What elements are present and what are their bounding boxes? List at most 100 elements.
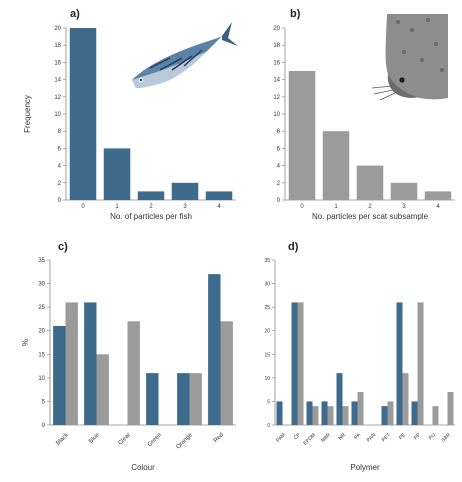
x-tick-label: PET xyxy=(381,432,392,443)
bar-red-series-1 xyxy=(208,274,221,425)
y-tick-label: 10 xyxy=(264,376,270,382)
x-tick-label: Green xyxy=(147,432,163,448)
panel-label: c) xyxy=(58,241,68,253)
y-tick-label: 15 xyxy=(38,352,45,358)
bar-orange-series-2 xyxy=(189,373,202,425)
bar-sbr-series-2 xyxy=(447,392,454,425)
bar-1 xyxy=(322,131,350,200)
x-tick-label: 1 xyxy=(115,204,119,210)
bar-3 xyxy=(171,182,199,200)
y-tick-label: 5 xyxy=(42,399,46,405)
bar-nr-series-2 xyxy=(342,406,349,425)
y-tick-label: 12 xyxy=(273,95,280,101)
x-tick-label: Clear xyxy=(118,432,132,446)
bar-pe-series-2 xyxy=(402,373,409,425)
bar-0 xyxy=(288,71,316,200)
y-tick-label: 14 xyxy=(273,78,280,84)
bar-green-series-1 xyxy=(146,373,159,425)
bar-cp-series-2 xyxy=(297,302,304,425)
x-tick-label: NR xyxy=(338,432,348,442)
bar-blue-series-2 xyxy=(96,354,109,425)
x-tick-label: 4 xyxy=(436,204,440,210)
bar-pp-series-1 xyxy=(411,401,418,425)
x-tick-label: Black xyxy=(55,431,70,446)
x-tick-label: PU xyxy=(428,432,437,441)
y-tick-label: 8 xyxy=(58,129,62,135)
y-tick-label: 15 xyxy=(264,352,270,358)
y-tick-label: 35 xyxy=(38,258,45,264)
mackerel-illustration xyxy=(132,22,238,88)
bar-nbr-series-1 xyxy=(321,401,328,425)
x-tick-label: PP xyxy=(413,432,422,441)
bar-pe-series-1 xyxy=(396,302,403,425)
y-tick-label: 35 xyxy=(264,258,270,264)
y-tick-label: 2 xyxy=(58,181,62,187)
bar-pp-series-2 xyxy=(417,302,424,425)
x-tick-label: Red xyxy=(213,432,225,444)
panel-label: d) xyxy=(288,241,299,253)
bar-orange-series-1 xyxy=(177,373,190,425)
bar-0 xyxy=(69,28,97,200)
bar-epdm-series-2 xyxy=(312,406,319,425)
bar-pa-series-1 xyxy=(351,401,358,425)
bar-4 xyxy=(205,191,233,200)
y-tick-label: 6 xyxy=(277,146,281,152)
seal-illustration xyxy=(371,14,448,101)
panel-label: a) xyxy=(70,8,80,20)
bar-nr-series-1 xyxy=(336,373,343,425)
x-tick-label: PAN xyxy=(366,432,378,444)
bar-pam-series-1 xyxy=(276,401,283,425)
y-axis-title: Frequency xyxy=(23,95,32,133)
y-tick-label: 30 xyxy=(38,282,45,288)
x-tick-label: 0 xyxy=(81,204,85,210)
y-tick-label: 14 xyxy=(54,78,61,84)
x-tick-label: 4 xyxy=(217,204,221,210)
y-tick-label: 16 xyxy=(54,60,61,66)
bar-blue-series-1 xyxy=(84,302,97,425)
chart-panel-c: c) 0 5 10 15 20 25 30 35 Black Blue Clear Green Orang… xyxy=(21,241,236,472)
panel-label: b) xyxy=(290,8,301,20)
x-tick-label: 2 xyxy=(368,204,372,210)
y-axis-title: % xyxy=(21,339,30,346)
y-tick-label: 18 xyxy=(54,43,61,49)
y-tick-label: 18 xyxy=(273,43,280,49)
y-tick-label: 8 xyxy=(277,129,281,135)
bar-black-series-1 xyxy=(53,326,66,425)
bar-pet-series-1 xyxy=(381,406,388,425)
y-tick-label: 5 xyxy=(267,399,270,405)
x-tick-label: NBR xyxy=(320,432,332,444)
bar-epdm-series-1 xyxy=(306,401,313,425)
y-tick-label: 25 xyxy=(264,305,270,311)
y-tick-label: 20 xyxy=(273,26,280,32)
y-tick-label: 20 xyxy=(54,26,61,32)
x-tick-label: 3 xyxy=(183,204,187,210)
x-tick-label: 0 xyxy=(300,204,304,210)
bar-clear-series-2 xyxy=(127,321,140,425)
bar-1 xyxy=(103,148,131,200)
bar-pa-series-2 xyxy=(357,392,364,425)
y-tick-label: 16 xyxy=(273,60,280,66)
y-tick-label: 10 xyxy=(54,112,61,118)
x-tick-label: 1 xyxy=(334,204,338,210)
x-tick-label: EPDM xyxy=(302,432,316,446)
y-tick-label: 10 xyxy=(38,376,45,382)
y-tick-label: 10 xyxy=(273,112,280,118)
y-tick-label: 6 xyxy=(58,146,62,152)
bar-2 xyxy=(356,165,384,200)
x-axis-title: Colour xyxy=(131,463,155,472)
x-tick-label: Orange xyxy=(176,432,195,451)
bar-4 xyxy=(424,191,452,200)
y-tick-label: 20 xyxy=(38,329,45,335)
bar-black-series-2 xyxy=(65,302,78,425)
bar-pu-series-2 xyxy=(432,406,439,425)
y-tick-label: 0 xyxy=(267,423,270,429)
y-tick-label: 12 xyxy=(54,95,61,101)
chart-panel-d: d) 0 5 10 15 20 25 30 35 PAM CP EPDM NBR NR PA PAN PET PE… xyxy=(264,241,455,472)
x-tick-label: Blue xyxy=(88,432,101,445)
x-axis-title: Polymer xyxy=(350,463,380,472)
x-tick-label: PAM xyxy=(275,432,287,444)
